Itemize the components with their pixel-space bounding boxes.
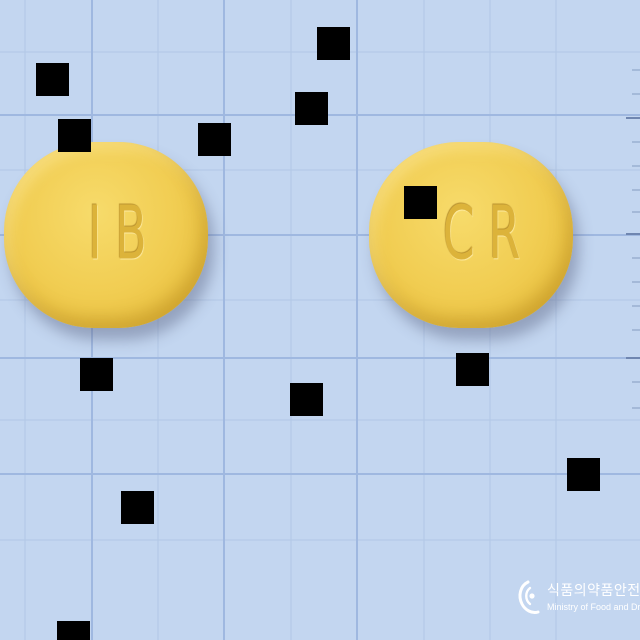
tablet-imprint: CR [443,190,535,277]
redaction-square [80,358,113,391]
redaction-square [404,186,437,219]
logo-korean-text: 식품의약품안전처 [547,583,640,599]
ruler-scale [626,69,640,409]
logo-english-text: Ministry of Food and Drug Safety [547,602,640,612]
redaction-square [58,119,91,152]
redaction-square [456,353,489,386]
mfds-logo: 식품의약품안전처 Ministry of Food and Drug Safet… [516,578,640,622]
redaction-square [290,383,323,416]
tablet-cr: CR [369,142,573,328]
redaction-square [295,92,328,125]
redaction-square [317,27,350,60]
tablet-ib: IB [4,142,208,328]
redaction-square [57,621,90,640]
redaction-square [36,63,69,96]
redaction-square [567,458,600,491]
redaction-square [198,123,231,156]
mfds-emblem-icon [518,580,540,614]
tablet-imprint: IB [87,190,160,277]
redaction-square [121,491,154,524]
